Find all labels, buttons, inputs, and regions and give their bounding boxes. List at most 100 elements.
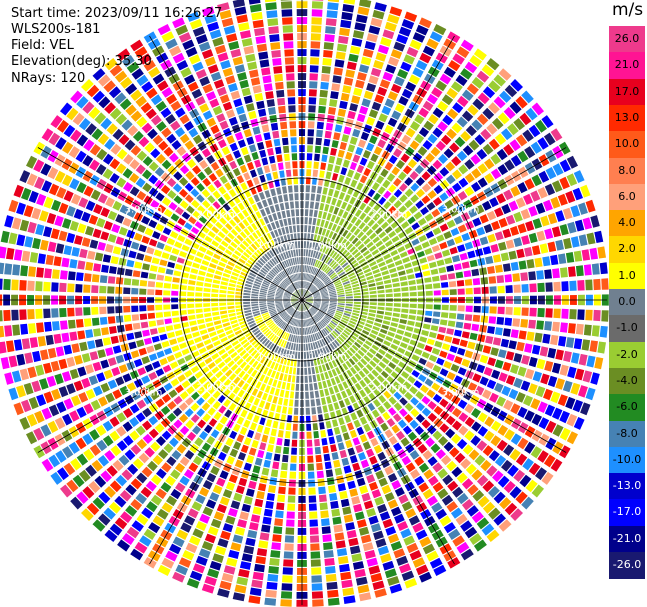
radar-gate xyxy=(222,101,233,111)
radar-gate xyxy=(392,339,401,346)
radar-gate xyxy=(246,317,254,323)
radar-gate xyxy=(505,351,515,361)
radar-gate xyxy=(441,304,449,311)
radar-gate xyxy=(254,280,262,285)
radar-gate xyxy=(94,112,107,125)
radar-gate xyxy=(300,312,302,319)
radar-gate xyxy=(419,52,432,64)
radar-gate xyxy=(363,376,371,385)
radar-gate xyxy=(243,95,253,104)
radar-gate xyxy=(211,307,219,312)
radar-gate xyxy=(382,71,394,82)
radar-gate xyxy=(255,381,262,389)
radar-gate xyxy=(580,184,591,198)
radar-gate xyxy=(494,359,504,369)
radar-gate xyxy=(597,341,606,354)
radar-gate xyxy=(267,444,274,453)
radar-gate xyxy=(288,487,296,495)
radar-gate xyxy=(69,410,80,422)
radar-gate xyxy=(212,316,221,321)
radar-gate xyxy=(344,285,352,290)
radar-gate xyxy=(259,292,267,295)
radar-gate xyxy=(363,423,372,433)
radar-gate xyxy=(480,315,489,323)
radar-gate xyxy=(93,203,103,215)
radar-gate xyxy=(238,477,248,487)
radar-gate xyxy=(298,249,301,257)
radar-gate xyxy=(331,319,339,324)
radar-gate xyxy=(559,224,569,236)
radar-gate xyxy=(322,300,329,302)
radar-gate xyxy=(410,469,421,479)
radar-gate xyxy=(300,289,302,297)
radar-gate xyxy=(412,437,423,448)
radar-gate xyxy=(283,302,291,306)
radar-gate xyxy=(440,454,452,466)
radar-gate xyxy=(287,374,292,383)
radar-gate xyxy=(285,527,295,535)
radar-gate xyxy=(538,170,550,183)
radar-gate xyxy=(179,456,190,467)
radar-gate xyxy=(252,177,260,186)
radar-gate xyxy=(253,397,260,406)
radar-gate xyxy=(309,519,318,527)
radar-gate xyxy=(431,347,441,356)
radar-gate xyxy=(100,470,112,483)
radar-gate xyxy=(426,165,437,176)
radar-gate xyxy=(259,297,267,299)
radar-gate xyxy=(362,264,370,271)
radar-gate xyxy=(265,2,277,11)
radar-gate xyxy=(291,153,298,161)
radar-gate xyxy=(321,518,330,527)
radar-gate xyxy=(209,492,220,502)
radar-gate xyxy=(236,434,245,443)
radar-gate xyxy=(368,515,379,525)
radar-gate xyxy=(33,427,45,441)
radar-gate xyxy=(319,422,325,430)
radar-gate xyxy=(298,281,301,289)
radar-gate xyxy=(512,318,521,327)
radar-gate xyxy=(403,210,412,219)
radar-gate xyxy=(259,306,267,310)
radar-gate xyxy=(430,268,439,275)
radar-gate xyxy=(537,187,548,199)
radar-gate xyxy=(283,559,294,567)
radar-gate xyxy=(337,383,344,392)
radar-gate xyxy=(33,159,45,173)
radar-gate xyxy=(294,193,299,201)
radar-gate xyxy=(469,533,483,545)
radar-gate xyxy=(179,250,188,258)
radar-gate xyxy=(383,316,392,321)
radar-gate xyxy=(333,426,341,435)
colorbar-segment xyxy=(609,367,645,395)
radar-gate xyxy=(502,228,512,239)
radar-gate xyxy=(344,310,352,315)
ring-label: 3.00km xyxy=(442,205,480,216)
radar-gate xyxy=(384,284,392,289)
radar-gate xyxy=(291,298,298,300)
radar-gate xyxy=(184,74,196,85)
radar-gate xyxy=(228,116,238,126)
radar-gate xyxy=(262,281,270,286)
radar-gate xyxy=(261,255,268,262)
radar-gate xyxy=(306,319,310,327)
radar-gate xyxy=(394,259,403,266)
radar-gate xyxy=(75,437,87,450)
radar-gate xyxy=(260,236,266,244)
radar-gate xyxy=(534,257,543,268)
radar-gate xyxy=(291,297,299,300)
radar-gate xyxy=(267,18,279,27)
radar-gate xyxy=(317,252,322,260)
radar-gate xyxy=(377,294,385,298)
radar-gate xyxy=(382,411,391,421)
radar-gate xyxy=(343,283,351,288)
radar-gate xyxy=(223,378,232,387)
radar-gate xyxy=(341,332,349,338)
radar-gate xyxy=(482,389,492,400)
radar-gate xyxy=(275,292,283,296)
radar-gate xyxy=(75,319,84,328)
radar-gate xyxy=(323,317,330,323)
radar-gate xyxy=(335,225,341,233)
radar-gate xyxy=(163,283,171,289)
radar-gate xyxy=(341,457,350,466)
